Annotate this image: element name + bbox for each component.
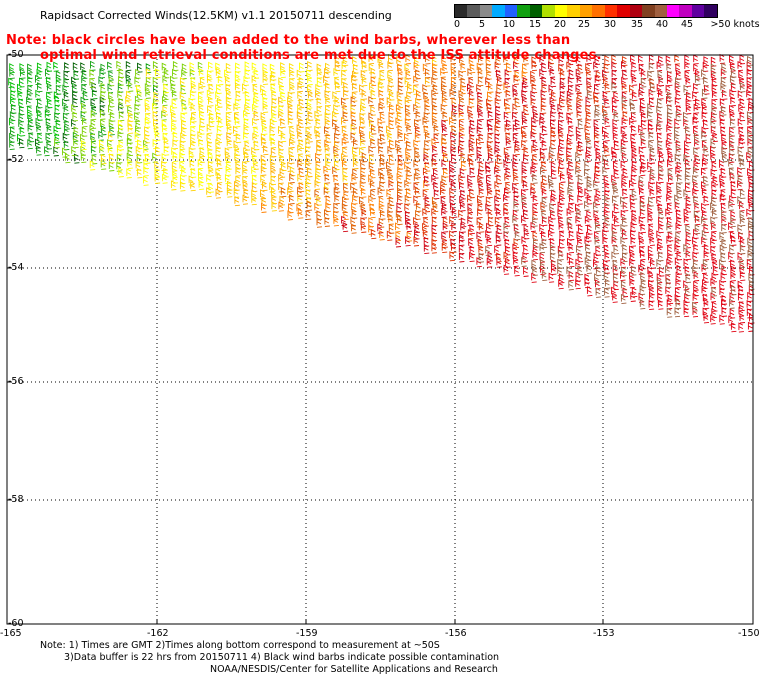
legend-swatch: [504, 5, 518, 17]
legend-label: 45: [680, 19, 694, 30]
wind-barb-group: [100, 60, 348, 192]
footer-line-2: 3)Data buffer is 22 hrs from 20150711 4)…: [64, 652, 500, 663]
latitude-label: -58: [8, 494, 24, 505]
footer-line-1: Note: 1) Times are GMT 2)Times along bot…: [40, 640, 440, 651]
wind-barb-group: [8, 61, 62, 144]
legend-swatch: [691, 5, 705, 17]
legend-swatch: [592, 5, 605, 17]
map-title: Rapidsact Corrected Winds(12.5KM) v1.1 2…: [40, 9, 392, 22]
footer-notes: Note: 1) Times are GMT 2)Times along bot…: [0, 640, 760, 676]
legend-label: 20: [553, 19, 567, 30]
latitude-label: -52: [8, 154, 24, 165]
wind-speed-color-legend: [454, 4, 718, 18]
legend-label: >50 knots: [710, 19, 760, 30]
legend-swatch: [604, 5, 618, 17]
longitude-label: -159: [296, 628, 318, 639]
legend-swatch: [617, 5, 630, 17]
wind-barb-group: [478, 55, 755, 318]
legend-swatch: [529, 5, 543, 17]
legend-swatch: [492, 5, 505, 17]
legend-swatch: [554, 5, 568, 17]
legend-swatch: [579, 5, 593, 17]
legend-label: 30: [603, 19, 617, 30]
legend-swatch: [467, 5, 480, 17]
legend-swatch: [666, 5, 680, 17]
footer-line-3: NOAA/NESDIS/Center for Satellite Applica…: [210, 664, 498, 675]
legend-swatch: [654, 5, 667, 17]
attitude-note: Note: black circles have been added to t…: [6, 33, 602, 63]
legend-label: 0: [453, 19, 461, 30]
legend-label: 15: [528, 19, 542, 30]
wind-barb-group: [18, 60, 143, 164]
latitude-label: -60: [8, 618, 24, 629]
legend-label: 25: [577, 19, 591, 30]
legend-swatch: [629, 5, 643, 17]
longitude-label: -150: [738, 628, 760, 639]
legend-label: 35: [630, 19, 644, 30]
legend-swatch: [517, 5, 530, 17]
legend-labels: 0 5 10 15 20 25 30 35 40 45 >50 knots: [440, 19, 760, 33]
legend-swatch: [479, 5, 493, 17]
longitude-label: -165: [0, 628, 22, 639]
wind-barb-group: [54, 60, 204, 172]
longitude-label: -162: [147, 628, 169, 639]
latitude-label: -54: [8, 262, 24, 273]
legend-label: 40: [655, 19, 669, 30]
wind-barb-group: [9, 60, 159, 157]
legend-swatch: [704, 5, 717, 17]
legend-label: 5: [478, 19, 486, 30]
legend-swatch: [679, 5, 692, 17]
latitude-label: -56: [8, 376, 24, 387]
note-line-2: optimal wind retrieval conditions are me…: [40, 48, 602, 63]
longitude-label: -156: [445, 628, 467, 639]
latitude-label: -50: [8, 49, 24, 60]
wind-barb-group: [360, 54, 680, 263]
legend-swatch: [455, 5, 468, 17]
legend-swatch: [567, 5, 580, 17]
wind-barbs: [8, 53, 755, 333]
legend-swatch: [642, 5, 655, 17]
longitude-label: -153: [593, 628, 615, 639]
legend-swatch: [542, 5, 555, 17]
map-frame: [6, 54, 754, 625]
wind-barb-group: [190, 55, 438, 212]
note-line-1: Note: black circles have been added to t…: [6, 33, 571, 48]
legend-label: 10: [502, 19, 516, 30]
